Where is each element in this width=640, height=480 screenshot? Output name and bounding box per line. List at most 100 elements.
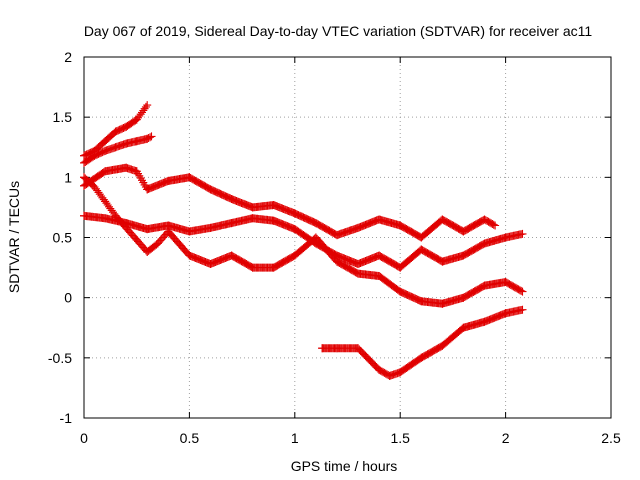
- data-point: [80, 173, 88, 182]
- series-markers: [318, 306, 526, 380]
- data-point: [480, 215, 489, 224]
- data-point: [438, 299, 447, 308]
- data-point: [206, 223, 215, 232]
- data-point: [290, 251, 299, 260]
- data-point: [80, 211, 88, 220]
- data-point: [311, 233, 320, 242]
- data-point: [501, 309, 510, 318]
- data-point: [438, 257, 447, 266]
- data-point: [396, 287, 405, 296]
- data-point: [438, 215, 447, 224]
- y-tick-label: 2: [64, 49, 72, 65]
- data-point: [518, 229, 527, 238]
- data-point: [132, 115, 141, 124]
- data-point: [122, 223, 131, 232]
- data-point: [318, 344, 327, 353]
- series-markers: [80, 173, 526, 308]
- data-point: [101, 137, 110, 146]
- data-point: [375, 215, 384, 224]
- data-point: [375, 251, 384, 260]
- data-point: [311, 219, 320, 228]
- data-point: [80, 158, 88, 167]
- data-point: [90, 151, 99, 160]
- data-point: [459, 323, 468, 332]
- series-track-3: [80, 163, 500, 242]
- data-point: [111, 211, 120, 220]
- data-point: [147, 132, 156, 141]
- data-point: [518, 305, 527, 314]
- tick-layer: 0 0.5 1 1.5 2 2.5 -1 -0.5 0 0.5 1 1.5 2: [48, 49, 621, 446]
- data-point: [248, 263, 257, 272]
- data-point: [354, 269, 362, 278]
- series-track-5: [80, 173, 527, 308]
- data-point: [248, 214, 257, 223]
- data-point: [354, 344, 362, 353]
- x-tick-label: 0.5: [180, 430, 200, 446]
- data-point: [132, 167, 141, 176]
- series-layer: [80, 101, 527, 380]
- data-point: [227, 219, 236, 228]
- x-tick-label: 0: [80, 430, 88, 446]
- data-point: [417, 353, 426, 362]
- data-point: [206, 185, 215, 194]
- data-point: [164, 227, 173, 236]
- data-point: [269, 216, 278, 225]
- data-point: [153, 239, 162, 248]
- data-point: [111, 143, 120, 152]
- data-point: [101, 214, 110, 223]
- data-point: [101, 197, 110, 206]
- data-point: [290, 225, 299, 234]
- y-tick-label: 1: [64, 169, 72, 185]
- data-point: [122, 163, 131, 172]
- x-tick-label: 1.5: [390, 430, 410, 446]
- data-point: [122, 139, 131, 148]
- series-track-6: [318, 305, 527, 380]
- data-point: [143, 134, 152, 143]
- data-point: [396, 263, 405, 272]
- data-point: [385, 371, 394, 380]
- data-point: [290, 209, 299, 218]
- data-point: [501, 233, 510, 242]
- data-point: [269, 263, 278, 272]
- data-point: [248, 203, 257, 212]
- data-point: [143, 185, 152, 194]
- data-point: [185, 173, 194, 182]
- data-point: [480, 281, 489, 290]
- data-point: [143, 225, 152, 234]
- data-point: [143, 101, 152, 110]
- y-tick-label: 0: [64, 290, 72, 306]
- chart-title: Day 067 of 2019, Sidereal Day-to-day VTE…: [84, 23, 593, 39]
- data-point: [459, 227, 468, 236]
- data-point: [111, 127, 120, 136]
- data-point: [354, 223, 362, 232]
- data-point: [185, 251, 194, 260]
- data-point: [396, 221, 405, 230]
- data-point: [122, 122, 131, 131]
- data-point: [480, 317, 489, 326]
- series-track-2: [80, 132, 156, 167]
- data-point: [132, 137, 141, 146]
- x-axis-label: GPS time / hours: [291, 458, 398, 474]
- x-tick-label: 2.5: [601, 430, 621, 446]
- data-point: [417, 297, 426, 306]
- data-point: [90, 183, 99, 191]
- data-point: [132, 235, 141, 244]
- data-point: [269, 201, 278, 209]
- y-axis-label: SDTVAR / TECUs: [6, 181, 22, 293]
- data-point: [227, 195, 236, 203]
- data-point: [480, 239, 489, 248]
- data-point: [417, 245, 426, 254]
- data-point: [396, 368, 405, 377]
- data-point: [227, 251, 236, 260]
- data-point: [333, 257, 341, 266]
- data-point: [375, 272, 384, 280]
- data-point: [143, 247, 152, 256]
- data-point: [185, 227, 194, 236]
- data-point: [333, 344, 341, 353]
- data-point: [333, 231, 341, 240]
- y-tick-label: 0.5: [53, 230, 73, 246]
- data-point: [101, 167, 110, 176]
- data-point: [101, 146, 110, 155]
